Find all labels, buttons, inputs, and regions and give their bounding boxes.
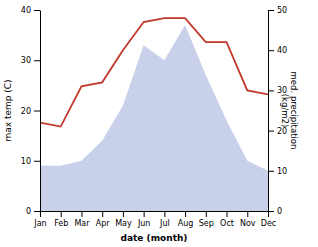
tick-mark: [81, 211, 82, 217]
tick-mark: [40, 211, 41, 217]
tick-label: May: [115, 219, 132, 228]
tick-label: Jan: [33, 219, 46, 228]
tick-label: 10: [277, 167, 287, 176]
tick: Mar: [74, 211, 90, 228]
tick-label: Jun: [137, 219, 151, 228]
tick-mark: [164, 211, 165, 217]
tick-mark: [123, 211, 124, 217]
tick: 0: [268, 207, 282, 216]
tick-mark: [227, 211, 228, 217]
tick-mark: [61, 211, 62, 217]
tick-label: 50: [277, 6, 287, 15]
y2-axis-title-line: (kg/m2): [280, 94, 290, 128]
tick: 50: [268, 6, 287, 15]
tick-label: Apr: [96, 219, 111, 228]
tick-mark: [247, 211, 248, 217]
axis-line: [41, 211, 269, 212]
tick: 40: [268, 46, 287, 55]
tick-label: 10: [21, 157, 31, 166]
tick-mark: [34, 10, 40, 11]
tick: 10: [268, 167, 287, 176]
y-axis: 0 10 20 30 40: [21, 6, 41, 216]
tick-label: 20: [21, 107, 31, 116]
axis-line: [268, 11, 269, 212]
tick-mark: [268, 131, 274, 132]
tick: Dec: [261, 211, 276, 228]
tick-label: 0: [26, 207, 31, 216]
tick: Aug: [178, 211, 194, 228]
tick-label: Sep: [199, 219, 214, 228]
tick-label: Mar: [74, 219, 90, 228]
tick-mark: [206, 211, 207, 217]
tick-mark: [268, 211, 274, 212]
area: [40, 25, 268, 211]
tick-label: 0: [277, 207, 282, 216]
tick-label: Aug: [178, 219, 194, 228]
tick-mark: [34, 111, 40, 112]
tick: 0: [26, 207, 40, 216]
tick: Feb: [54, 211, 68, 228]
tick: Jan: [33, 211, 46, 228]
chart: JanFebMarAprMayJunJulAugSepOctNovDec0102…: [0, 0, 318, 247]
tick-mark: [268, 171, 274, 172]
tick-mark: [34, 60, 40, 61]
tick: Jul: [159, 211, 170, 228]
tick: 30: [21, 56, 40, 65]
tick: Apr: [96, 211, 111, 228]
tick-label: Jul: [159, 219, 170, 228]
tick-label: 30: [21, 56, 31, 65]
tick-mark: [102, 211, 103, 217]
tick-mark: [185, 211, 186, 217]
tick-label: Feb: [54, 219, 68, 228]
plot-area: JanFebMarAprMayJunJulAugSepOctNovDec0102…: [21, 6, 287, 228]
tick-mark: [268, 10, 274, 11]
tick: 20: [21, 107, 40, 116]
tick: May: [115, 211, 132, 228]
tick-label: 20: [277, 127, 287, 136]
tick-mark: [268, 50, 274, 51]
x-axis: Jan Feb Mar Apr May Jun Jul Aug Sep Oct Nov Dec: [33, 211, 276, 228]
line: [40, 18, 268, 127]
tick: Oct: [220, 211, 234, 228]
y-axis-title: max temp (C): [3, 79, 13, 141]
tick: 20: [268, 127, 287, 136]
tick-label: Oct: [220, 219, 234, 228]
tick-mark: [34, 211, 40, 212]
tick: 40: [21, 6, 40, 15]
tick-label: Nov: [240, 219, 256, 228]
tick-label: 40: [277, 46, 287, 55]
tick: 10: [21, 157, 40, 166]
tick: Sep: [199, 211, 214, 228]
tick-mark: [34, 161, 40, 162]
x-axis-title: date (month): [121, 233, 188, 243]
y2-axis-title: med. precipitation(kg/m2): [280, 72, 299, 150]
axis-line: [40, 11, 41, 212]
tick-mark: [144, 211, 145, 217]
tick-label: 40: [21, 6, 31, 15]
tick: Jun: [137, 211, 151, 228]
tick-label: Dec: [261, 219, 276, 228]
tick: Nov: [240, 211, 256, 228]
tick-mark: [268, 90, 274, 91]
marks: [40, 18, 268, 211]
